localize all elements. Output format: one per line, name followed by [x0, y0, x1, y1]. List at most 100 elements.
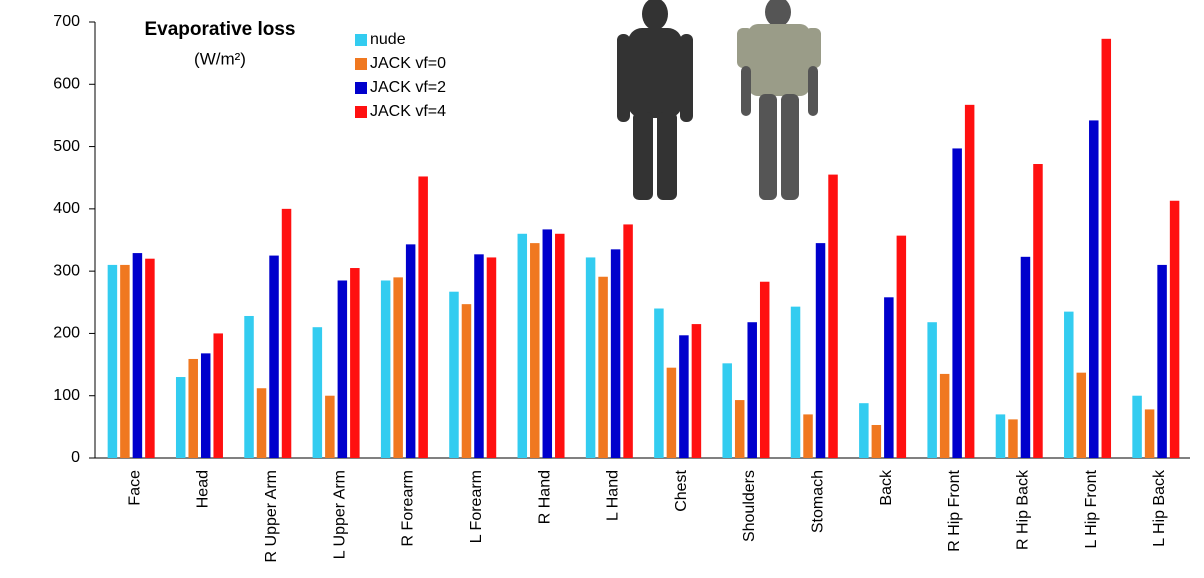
x-tick-label: Face	[126, 470, 143, 506]
bar	[530, 243, 540, 458]
bar	[555, 234, 565, 458]
x-tick-label: R Forearm	[400, 470, 417, 546]
x-tick-label: L Upper Arm	[331, 470, 348, 559]
legend-swatch	[355, 106, 367, 118]
x-tick-label: R Hip Back	[1014, 469, 1031, 550]
y-tick-label: 100	[53, 387, 80, 404]
bar	[884, 297, 894, 458]
legend-swatch	[355, 34, 367, 46]
bar	[803, 414, 813, 458]
bar	[747, 322, 757, 458]
bar	[598, 277, 608, 458]
bar	[1033, 164, 1043, 458]
bar	[1157, 265, 1167, 458]
bar	[940, 374, 950, 458]
legend-label: JACK vf=0	[370, 55, 446, 72]
bar	[449, 292, 459, 458]
x-tick-label: Head	[195, 470, 212, 508]
x-tick-label: L Forearm	[468, 470, 485, 543]
x-tick-label: Stomach	[810, 470, 827, 533]
bar	[313, 327, 323, 458]
bar	[760, 282, 770, 458]
bar	[406, 244, 416, 458]
chart-subtitle: (W/m²)	[194, 49, 246, 68]
bar	[996, 414, 1006, 458]
bar	[927, 322, 937, 458]
x-tick-label: L Hip Front	[1083, 469, 1100, 548]
bar	[791, 307, 801, 458]
bar	[188, 359, 198, 458]
bar	[1077, 373, 1087, 458]
bar	[176, 377, 186, 458]
bar	[133, 253, 143, 458]
bar	[623, 224, 633, 458]
bar	[735, 400, 745, 458]
bar	[282, 209, 292, 458]
bar	[872, 425, 882, 458]
x-tick-label: Shoulders	[741, 470, 758, 542]
legend-swatch	[355, 58, 367, 70]
x-tick-label: Back	[878, 469, 895, 506]
bar	[897, 236, 907, 458]
bar	[244, 316, 254, 458]
bar	[381, 280, 391, 458]
bar	[338, 280, 348, 458]
bar	[722, 363, 732, 458]
y-tick-label: 400	[53, 200, 80, 217]
chart-title: Evaporative loss	[144, 19, 295, 40]
bar	[952, 148, 962, 458]
bar	[667, 368, 677, 458]
bar	[1170, 201, 1180, 458]
bar	[828, 175, 838, 458]
x-tick-label: R Upper Arm	[263, 470, 280, 562]
y-tick-label: 700	[53, 13, 80, 30]
bar	[1132, 396, 1142, 458]
chart: Evaporative loss (W/m²) 0 100 200 300 400 500…	[0, 0, 1204, 578]
bar	[965, 105, 975, 458]
bar	[474, 254, 484, 458]
legend-label: nude	[370, 31, 406, 48]
bar	[816, 243, 826, 458]
bar	[1089, 120, 1099, 458]
y-tick-label: 500	[53, 138, 80, 155]
legend-swatch	[355, 82, 367, 94]
bar	[1102, 39, 1112, 458]
bar	[1145, 409, 1155, 458]
bar	[393, 277, 403, 458]
bar	[325, 396, 335, 458]
bar	[120, 265, 130, 458]
bar	[1008, 419, 1018, 458]
legend-label: JACK vf=2	[370, 79, 446, 96]
bar	[679, 335, 689, 458]
bar	[1064, 312, 1074, 458]
bar	[692, 324, 702, 458]
bar	[145, 259, 155, 458]
x-tick-label: Chest	[673, 469, 690, 511]
bar	[257, 388, 267, 458]
bar	[418, 176, 428, 458]
y-tick-label: 600	[53, 76, 80, 93]
bar	[611, 249, 621, 458]
bar	[543, 229, 553, 458]
bar	[586, 257, 596, 458]
y-tick-label: 0	[71, 449, 80, 466]
bar	[350, 268, 360, 458]
mannequin-images	[617, 0, 821, 200]
bar	[859, 403, 869, 458]
bar	[1021, 257, 1031, 458]
x-tick-label: R Hand	[536, 470, 553, 524]
bar	[487, 257, 497, 458]
bar	[201, 353, 211, 458]
x-tick-label: L Hip Back	[1151, 469, 1168, 547]
x-tick-label: L Hand	[605, 470, 622, 521]
legend-label: JACK vf=4	[370, 103, 446, 120]
bar	[213, 333, 223, 458]
bar	[518, 234, 528, 458]
bar	[269, 256, 279, 458]
bar	[462, 304, 472, 458]
x-tick-label: R Hip Front	[946, 469, 963, 551]
bar	[108, 265, 118, 458]
bar	[654, 309, 664, 458]
y-tick-label: 300	[53, 262, 80, 279]
y-tick-label: 200	[53, 325, 80, 342]
